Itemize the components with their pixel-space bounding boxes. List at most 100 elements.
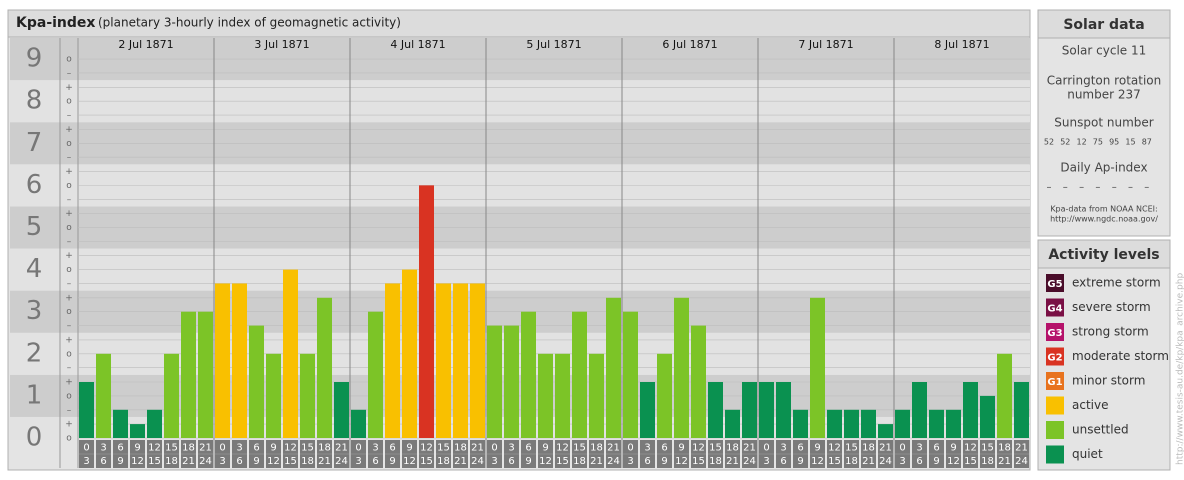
bar [793, 409, 808, 438]
x-tick-label: 12 [284, 443, 297, 454]
x-tick-label: 15 [556, 456, 569, 467]
day-label: 3 Jul 1871 [254, 38, 309, 51]
bar [929, 409, 944, 438]
x-tick-label: 21 [199, 443, 212, 454]
bar [895, 409, 910, 438]
minor-tick-label: – [67, 153, 72, 163]
day-label: 5 Jul 1871 [526, 38, 581, 51]
bar [640, 382, 655, 438]
x-tick-label: 21 [182, 456, 195, 467]
x-tick-label: 3 [491, 456, 497, 467]
bar [164, 353, 179, 438]
sunspot-value: 95 [1109, 138, 1119, 147]
x-tick-label: 3 [899, 456, 905, 467]
x-tick-label: 6 [100, 456, 106, 467]
y-tick-label: 4 [26, 254, 43, 284]
legend-label: unsettled [1072, 423, 1129, 437]
x-tick-label: 15 [692, 456, 705, 467]
sunspot-value: 87 [1142, 138, 1152, 147]
x-tick-label: 21 [607, 443, 620, 454]
bar [827, 409, 842, 438]
legend-code: G4 [1047, 304, 1062, 315]
x-tick-label: 21 [318, 456, 331, 467]
sunspot-label: Sunspot number [1054, 116, 1153, 130]
x-tick-label: 0 [763, 443, 769, 454]
bar [351, 409, 366, 438]
x-tick-label: 9 [797, 456, 803, 467]
y-tick-label: 1 [26, 380, 43, 410]
legend-label: extreme storm [1072, 276, 1161, 290]
x-tick-label: 3 [763, 456, 769, 467]
minor-tick-label: o [66, 307, 72, 317]
minor-tick-label: o [66, 55, 72, 65]
minor-tick-label: – [67, 279, 72, 289]
bar [997, 353, 1012, 438]
x-tick-label: 21 [726, 456, 739, 467]
bar [130, 424, 145, 438]
x-tick-label: 9 [525, 456, 531, 467]
x-tick-label: 21 [335, 443, 348, 454]
x-tick-label: 15 [165, 443, 178, 454]
legend-swatch [1046, 323, 1064, 341]
bar [232, 283, 247, 438]
ap-value: – [1079, 182, 1084, 193]
x-tick-label: 3 [236, 443, 242, 454]
minor-tick-label: o [66, 391, 72, 401]
x-tick-label: 3 [916, 443, 922, 454]
x-tick-label: 0 [899, 443, 905, 454]
x-tick-label: 21 [471, 443, 484, 454]
legend-swatch [1046, 445, 1064, 464]
x-tick-label: 18 [437, 456, 450, 467]
x-tick-label: 18 [454, 443, 467, 454]
x-tick-label: 21 [998, 456, 1011, 467]
x-tick-label: 24 [335, 456, 348, 467]
ap-value: – [1047, 182, 1052, 193]
x-tick-label: 9 [814, 443, 820, 454]
minor-tick-label: o [66, 223, 72, 233]
minor-tick-label: – [67, 363, 72, 373]
minor-tick-label: + [65, 420, 73, 430]
x-tick-label: 12 [811, 456, 824, 467]
x-tick-label: 6 [661, 443, 667, 454]
bar [453, 283, 468, 438]
x-tick-label: 15 [284, 456, 297, 467]
bar [844, 409, 859, 438]
minor-tick-label: + [65, 83, 73, 93]
legend-swatch [1046, 347, 1064, 366]
levels-header [1037, 239, 1171, 269]
bar [215, 283, 230, 438]
bar [963, 382, 978, 438]
x-tick-label: 12 [692, 443, 705, 454]
minor-tick-label: + [65, 251, 73, 261]
x-tick-label: 12 [131, 456, 144, 467]
bar [300, 353, 315, 438]
x-tick-label: 24 [743, 456, 756, 467]
bar [249, 325, 264, 438]
legend-swatch [1046, 274, 1064, 292]
y-tick-label: 3 [26, 296, 43, 326]
legend-label: active [1072, 398, 1108, 412]
source: Kpa-data from NOAA NCEI: [1050, 205, 1157, 214]
x-tick-label: 9 [389, 456, 395, 467]
band [10, 416, 1030, 440]
solar-title: Solar data [1063, 17, 1144, 33]
day-label: 2 Jul 1871 [118, 38, 173, 51]
legend-label: strong storm [1072, 325, 1149, 339]
bar [810, 297, 825, 438]
y-tick-label: 8 [26, 86, 43, 116]
credit: http://www.tesis-au.de/kp/kpa_archive.ph… [1176, 273, 1184, 465]
solar-cycle: Solar cycle 11 [1062, 44, 1147, 58]
minor-tick-label: o [66, 97, 72, 107]
x-tick-label: 3 [355, 456, 361, 467]
x-tick-label: 15 [709, 443, 722, 454]
chart-title: Kpa-index [16, 15, 95, 31]
x-tick-label: 15 [845, 443, 858, 454]
bar [878, 424, 893, 438]
bar [759, 382, 774, 438]
legend-code: G2 [1047, 353, 1062, 364]
bar [776, 382, 791, 438]
x-tick-label: 12 [964, 443, 977, 454]
x-tick-label: 3 [83, 456, 89, 467]
bar [385, 283, 400, 438]
minor-tick-label: o [66, 349, 72, 359]
